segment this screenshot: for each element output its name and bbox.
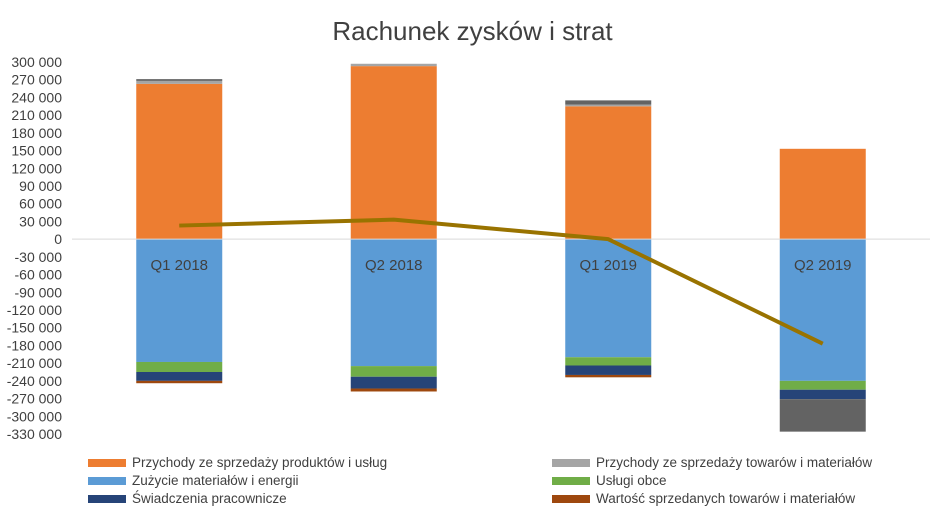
- y-tick-label: 210 000: [11, 107, 62, 123]
- legend-swatch: [552, 458, 590, 467]
- bar-segment: [136, 83, 223, 240]
- y-tick-label: -330 000: [7, 426, 62, 442]
- y-tick-label: -150 000: [7, 320, 62, 336]
- category-label: Q2 2018: [365, 257, 423, 274]
- category-label: Q1 2019: [579, 257, 637, 274]
- legend-swatch: [88, 476, 126, 485]
- bar-segment: [350, 239, 437, 367]
- bar-segment: [350, 66, 437, 240]
- bar-segment: [350, 366, 437, 377]
- legend-swatch: [552, 494, 590, 503]
- y-tick-label: 30 000: [19, 213, 62, 229]
- line-series: [179, 217, 824, 346]
- legend-item: Zużycie materiałów i energii: [88, 473, 299, 488]
- bar-segment: [779, 239, 866, 381]
- y-tick-label: 150 000: [11, 143, 62, 159]
- legend-item: Przychody ze sprzedaży produktów i usług: [88, 455, 387, 470]
- y-tick-label: -300 000: [7, 408, 62, 424]
- bar-segment: [565, 239, 652, 358]
- category-label: Q2 2019: [794, 257, 852, 274]
- legend-item: Przychody ze sprzedaży towarów i materia…: [552, 455, 872, 470]
- bar-segment: [136, 80, 223, 84]
- bar-segment: [779, 399, 866, 432]
- bar-segment: [136, 361, 223, 372]
- bar-segment: [565, 365, 652, 375]
- y-tick-label: -120 000: [7, 302, 62, 318]
- legend-item: Wartość sprzedanych towarów i materiałów: [552, 491, 855, 506]
- y-tick-label: 180 000: [11, 125, 62, 141]
- bar-segment: [350, 388, 437, 392]
- bar-segment: [136, 79, 223, 81]
- y-tick-label: 60 000: [19, 196, 62, 212]
- chart-title: Rachunek zysków i strat: [332, 16, 613, 46]
- bar-segment: [565, 104, 652, 107]
- bar-segment: [350, 63, 437, 67]
- y-tick-label: 300 000: [11, 54, 62, 70]
- bar-segment: [565, 100, 652, 105]
- bar-segment: [779, 148, 866, 240]
- y-tick-label: 240 000: [11, 89, 62, 105]
- legend-swatch: [88, 458, 126, 467]
- bar-segment: [136, 372, 223, 381]
- y-tick-label: -180 000: [7, 337, 62, 353]
- legend-item: Świadczenia pracownicze: [88, 491, 287, 506]
- bar-segment: [565, 106, 652, 240]
- legend-swatch: [552, 476, 590, 485]
- y-tick-label: -240 000: [7, 373, 62, 389]
- y-tick-label: 120 000: [11, 160, 62, 176]
- legend-label: Wartość sprzedanych towarów i materiałów: [596, 491, 856, 506]
- y-tick-label: -90 000: [15, 284, 63, 300]
- y-tick-label: -210 000: [7, 355, 62, 371]
- legend-label: Przychody ze sprzedaży towarów i materia…: [596, 455, 873, 470]
- bar-segment: [779, 389, 866, 400]
- y-tick-label: 270 000: [11, 72, 62, 88]
- legend-label: Usługi obce: [596, 473, 667, 488]
- legend-swatch: [88, 494, 126, 503]
- legend-label: Przychody ze sprzedaży produktów i usług: [132, 455, 388, 470]
- bar-segment: [565, 374, 652, 378]
- y-tick-label: -60 000: [15, 267, 63, 283]
- bar-segment: [136, 239, 223, 362]
- bar-segment: [350, 376, 437, 389]
- legend-label: Świadczenia pracownicze: [132, 491, 287, 506]
- category-label: Q1 2018: [150, 257, 208, 274]
- legend-label: Zużycie materiałów i energii: [132, 473, 299, 488]
- legend-item: Usługi obce: [552, 473, 667, 488]
- y-tick-label: -30 000: [15, 249, 63, 265]
- bar-segment: [565, 357, 652, 366]
- y-tick-label: 0: [54, 231, 62, 247]
- bar-segment: [136, 380, 223, 384]
- y-tick-label: 90 000: [19, 178, 62, 194]
- bar-segment: [779, 380, 866, 390]
- y-tick-label: -270 000: [7, 391, 62, 407]
